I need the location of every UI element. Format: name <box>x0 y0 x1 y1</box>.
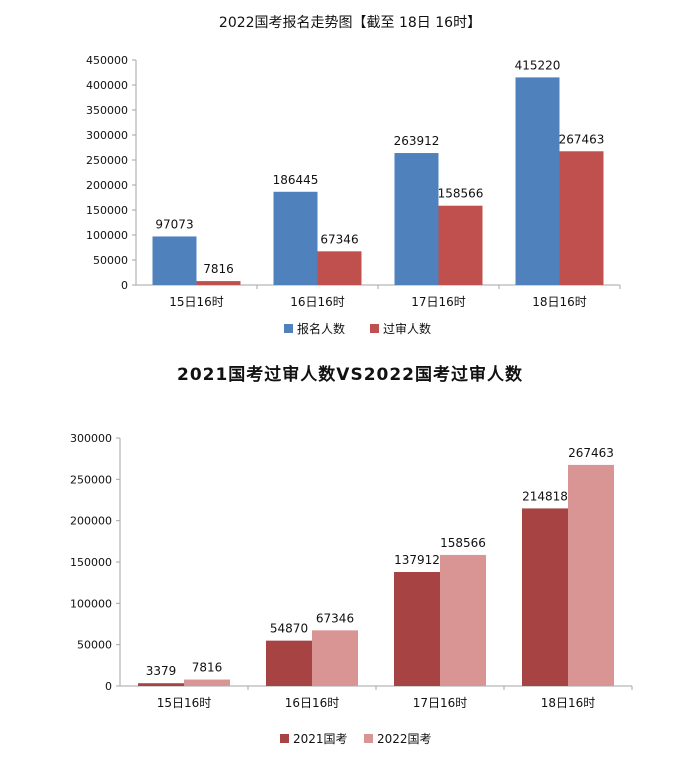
y-tick-label: 250000 <box>70 473 112 486</box>
data-label: 97073 <box>155 217 193 231</box>
data-label: 67346 <box>320 232 358 246</box>
data-label: 54870 <box>270 622 308 636</box>
bar <box>515 77 560 285</box>
x-tick-label: 17日16时 <box>413 696 468 710</box>
y-tick-label: 100000 <box>86 229 128 242</box>
x-tick-label: 17日16时 <box>411 295 466 309</box>
y-tick-label: 50000 <box>77 639 112 652</box>
chart-registration-trend: 2022国考报名走势图【截至 18日 16时】 0 50000 100000 1500… <box>0 0 700 350</box>
y-tick-label: 250000 <box>86 154 128 167</box>
y-tick-label: 0 <box>105 680 112 693</box>
y-tick-label: 200000 <box>70 515 112 528</box>
legend-label: 2021国考 <box>293 732 348 746</box>
data-label: 7816 <box>203 262 234 276</box>
y-tick-label: 450000 <box>86 54 128 67</box>
data-label: 7816 <box>192 661 223 675</box>
y-tick-label: 200000 <box>86 179 128 192</box>
x-tick-label: 18日16时 <box>541 696 596 710</box>
bar <box>196 281 241 285</box>
bar <box>138 683 184 686</box>
data-label: 3379 <box>146 664 177 678</box>
bar <box>394 571 440 686</box>
chart-plot-approval: 0 50000 100000 150000 200000 250000 300000 15日1… <box>70 432 633 746</box>
data-label: 137912 <box>394 553 440 567</box>
bar <box>522 508 568 686</box>
legend-swatch <box>370 324 379 333</box>
y-tick-label: 300000 <box>70 432 112 445</box>
data-label: 415220 <box>515 58 561 72</box>
data-label: 267463 <box>559 132 605 146</box>
bar <box>152 236 197 285</box>
bar <box>312 630 358 686</box>
y-tick-label: 100000 <box>70 597 112 610</box>
chart-plot-registration: 0 50000 100000 150000 200000 250000 300000 3500… <box>86 54 621 336</box>
chart-title: 2021国考过审人数VS2022国考过审人数 <box>176 365 524 385</box>
x-tick-label: 18日16时 <box>532 295 587 309</box>
bar <box>266 640 312 686</box>
bar <box>559 151 604 285</box>
bar <box>438 205 483 285</box>
bar <box>440 554 486 686</box>
data-label: 158566 <box>440 536 486 550</box>
legend-label: 过审人数 <box>383 321 431 336</box>
bar <box>184 679 230 686</box>
x-tick-label: 16日16时 <box>290 295 345 309</box>
x-tick-label: 16日16时 <box>285 696 340 710</box>
y-tick-label: 300000 <box>86 129 128 142</box>
y-tick-label: 50000 <box>93 254 128 267</box>
legend-swatch <box>284 324 293 333</box>
y-tick-label: 150000 <box>70 556 112 569</box>
y-tick-label: 150000 <box>86 204 128 217</box>
data-label: 67346 <box>316 611 354 625</box>
data-label: 158566 <box>438 187 484 201</box>
legend-swatch <box>364 734 373 743</box>
data-label: 263912 <box>394 134 440 148</box>
bar <box>273 191 318 285</box>
data-label: 214818 <box>522 489 568 503</box>
bar <box>394 153 439 285</box>
y-tick-label: 0 <box>121 279 128 292</box>
chart-approval-comparison: 2021国考过审人数VS2022国考过审人数 0 50000 100000 15000… <box>0 350 700 759</box>
data-label: 186445 <box>273 173 319 187</box>
legend-swatch <box>280 734 289 743</box>
y-tick-label: 400000 <box>86 79 128 92</box>
y-tick-label: 350000 <box>86 104 128 117</box>
x-tick-label: 15日16时 <box>157 696 212 710</box>
x-tick-label: 15日16时 <box>169 295 224 309</box>
legend-label: 2022国考 <box>377 732 432 746</box>
chart-title: 2022国考报名走势图【截至 18日 16时】 <box>218 15 482 31</box>
bar <box>568 464 614 686</box>
data-label: 267463 <box>568 446 614 460</box>
legend-label: 报名人数 <box>297 321 345 336</box>
bar <box>317 251 362 285</box>
